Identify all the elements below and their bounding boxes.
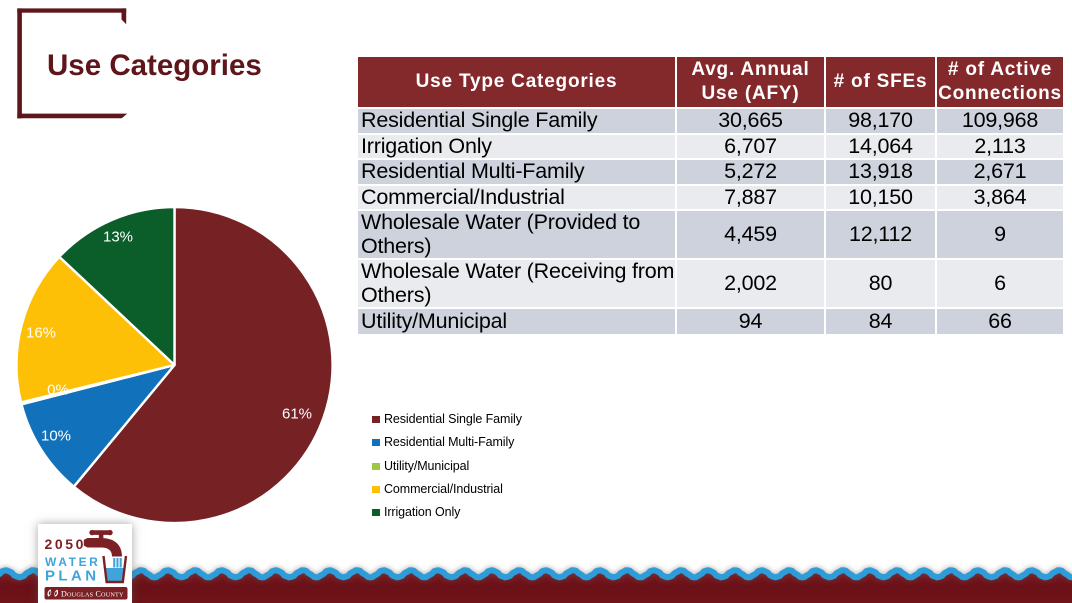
svg-text:WATER: WATER [45, 555, 100, 569]
svg-text:DOUGLAS COUNTY: DOUGLAS COUNTY [61, 589, 124, 598]
svg-text:2050: 2050 [45, 536, 87, 552]
svg-text:PLAN: PLAN [45, 568, 99, 585]
